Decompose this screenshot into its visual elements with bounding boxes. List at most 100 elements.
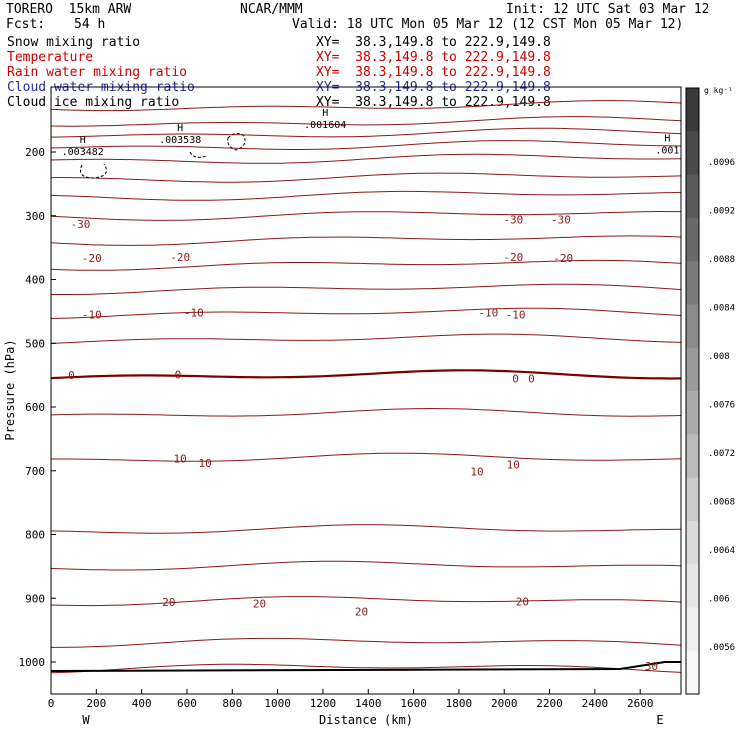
colorbar: .0096 .0092 .0088 .0084 .008 .0076 .0072 .0068.… (685, 87, 735, 695)
colorbar-tick-label: .0056 (708, 643, 735, 653)
colorbar-segment (686, 304, 699, 349)
isotherm-line (50, 407, 682, 417)
east-label: E (656, 713, 663, 727)
snow-maximum-marker: H (322, 108, 328, 119)
snow-maximum-value: .001604 (304, 120, 346, 131)
y-tick-label: 1000 (19, 656, 46, 669)
isotherm-line (50, 369, 682, 380)
isotherm-line (50, 307, 682, 319)
field-label-cloud-ice: Cloud ice mixing ratio (7, 95, 180, 110)
temperature-label: -30 (503, 214, 523, 227)
temperature-label: -10 (184, 307, 204, 320)
colorbar-tick-label: .0084 (708, 304, 735, 314)
colorbar-segment (686, 174, 699, 219)
isotherm-line (50, 127, 682, 138)
temperature-label: -30 (551, 214, 571, 227)
temperature-label: -30 (71, 218, 91, 231)
temperature-label: 0 (68, 369, 75, 382)
temperature-label: -20 (170, 251, 190, 264)
temperature-label: 0 (528, 372, 535, 385)
colorbar-segment (686, 261, 699, 305)
field-label-snow: Snow mixing ratio (7, 35, 141, 50)
y-axis: 200 300 400 500 600 700 800 900 1000 (19, 146, 56, 669)
fcst-label: Fcst: (6, 17, 46, 32)
isotherm-line (50, 235, 682, 246)
y-tick-label: 500 (25, 337, 45, 350)
temperature-label: 10 (507, 458, 520, 471)
colorbar-tick-label: .0096 (708, 158, 735, 168)
model-title: TORERO 15km ARW (6, 2, 132, 17)
snow-maximum-marker: H (80, 135, 86, 146)
temperature-labels: -30 -30 -30-20 -20 -20 -20-10 -10 -10 -100 0 0 010 1… (68, 214, 658, 673)
isotherm-line (50, 100, 682, 112)
center-label: NCAR/MMM (240, 2, 303, 17)
temperature-label: 20 (253, 597, 266, 610)
isotherm-line (51, 637, 682, 648)
isotherm-line (50, 333, 682, 344)
init-time: Init: 12 UTC Sat 03 Mar 12 (506, 2, 710, 17)
isotherm-line (50, 259, 682, 271)
colorbar-segment (686, 391, 699, 435)
isotherm-line (50, 524, 682, 534)
x-tick-label: 800 (222, 697, 242, 710)
colorbar-tick-label: .008 (708, 352, 730, 362)
x-tick-label: 1600 (400, 697, 427, 710)
isotherm-line (50, 663, 682, 674)
isotherm-line (50, 172, 682, 183)
snow-maximum-marker: H (664, 134, 670, 145)
temperature-label: -20 (503, 251, 523, 264)
temperature-label: -10 (478, 307, 498, 320)
x-tick-label: 0 (48, 697, 55, 710)
colorbar-segment (686, 520, 699, 565)
temperature-label: 20 (162, 596, 175, 609)
isotherm-line (50, 560, 682, 571)
colorbar-tick-label: .0092 (708, 207, 735, 217)
colorbar-tick-label: .006 (708, 595, 730, 605)
surface-line (50, 661, 681, 672)
x-tick-label: 2000 (491, 697, 518, 710)
x-axis: 0 200 400 600 800 1000 1200 1400 1600 1800 2000 220… (48, 689, 653, 710)
snow-maximum-value: .001 (655, 146, 679, 157)
x-tick-label: 1400 (355, 697, 382, 710)
snow-maximum-value: .003482 (62, 147, 104, 158)
snow-contour (80, 163, 107, 179)
isotherm-line (50, 210, 681, 221)
y-tick-label: 200 (25, 146, 45, 159)
colorbar-segment (686, 607, 699, 652)
west-label: W (82, 713, 90, 727)
temperature-label: 20 (516, 595, 529, 608)
colorbar-segment (686, 347, 699, 392)
colorbar-segment (686, 477, 699, 522)
temperature-label: -20 (553, 252, 573, 265)
colorbar-tick-label: .0088 (708, 255, 735, 265)
colorbar-tick-label: .0076 (708, 401, 735, 411)
isotherm-line (50, 190, 682, 201)
plot-frame (50, 86, 682, 695)
isotherm-line (50, 140, 682, 150)
y-tick-label: 900 (25, 592, 45, 605)
y-tick-label: 600 (25, 401, 45, 414)
temperature-label: 10 (470, 465, 483, 478)
x-tick-label: 600 (177, 697, 197, 710)
temperature-label: -10 (82, 309, 102, 322)
field-xy-rain: XY= 38.3,149.8 to 222.9,149.8 (316, 65, 551, 80)
field-xy-temperature: XY= 38.3,149.8 to 222.9,149.8 (316, 50, 551, 65)
y-axis-title: Pressure (hPa) (3, 339, 17, 440)
isotherm-lines (50, 100, 682, 674)
temperature-label: 10 (174, 453, 187, 466)
colorbar-segment (686, 88, 699, 132)
field-label-rain: Rain water mixing ratio (7, 65, 188, 80)
colorbar-frame (685, 87, 700, 695)
colorbar-tick-label: .0064 (708, 546, 735, 556)
colorbar-segment (686, 217, 699, 262)
isotherm-line (51, 283, 682, 295)
x-tick-label: 1000 (264, 697, 291, 710)
valid-time: Valid: 18 UTC Mon 05 Mar 12 (12 CST Mon … (292, 17, 684, 32)
x-tick-label: 1200 (310, 697, 337, 710)
snow-contour (189, 151, 207, 158)
field-label-cloud-water: Cloud water mixing ratio (7, 80, 195, 95)
isotherm-line (50, 596, 682, 607)
x-tick-label: 2400 (582, 697, 609, 710)
